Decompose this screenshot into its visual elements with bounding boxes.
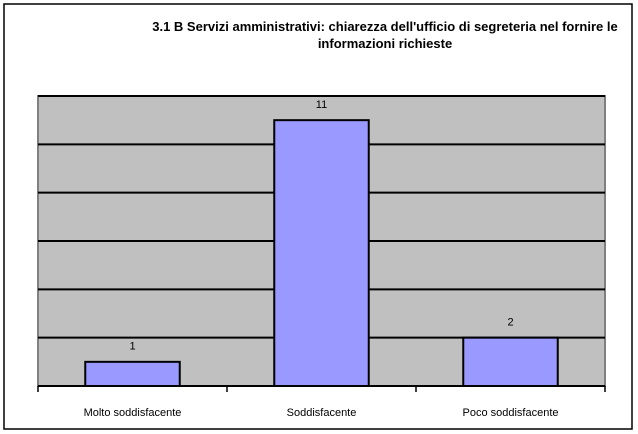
bar xyxy=(273,119,370,388)
data-label: 2 xyxy=(507,317,513,329)
data-label: 11 xyxy=(316,99,327,111)
x-tick-label: Soddisfacente xyxy=(287,407,357,419)
x-tick-label: Molto soddisfacente xyxy=(84,407,182,419)
data-label: 1 xyxy=(129,341,135,353)
chart-title: 3.1 B Servizi amministrativi: chiarezza … xyxy=(152,19,618,51)
x-tick-label: Poco soddisfacente xyxy=(462,407,558,419)
bar xyxy=(84,360,181,388)
bar xyxy=(462,336,559,387)
